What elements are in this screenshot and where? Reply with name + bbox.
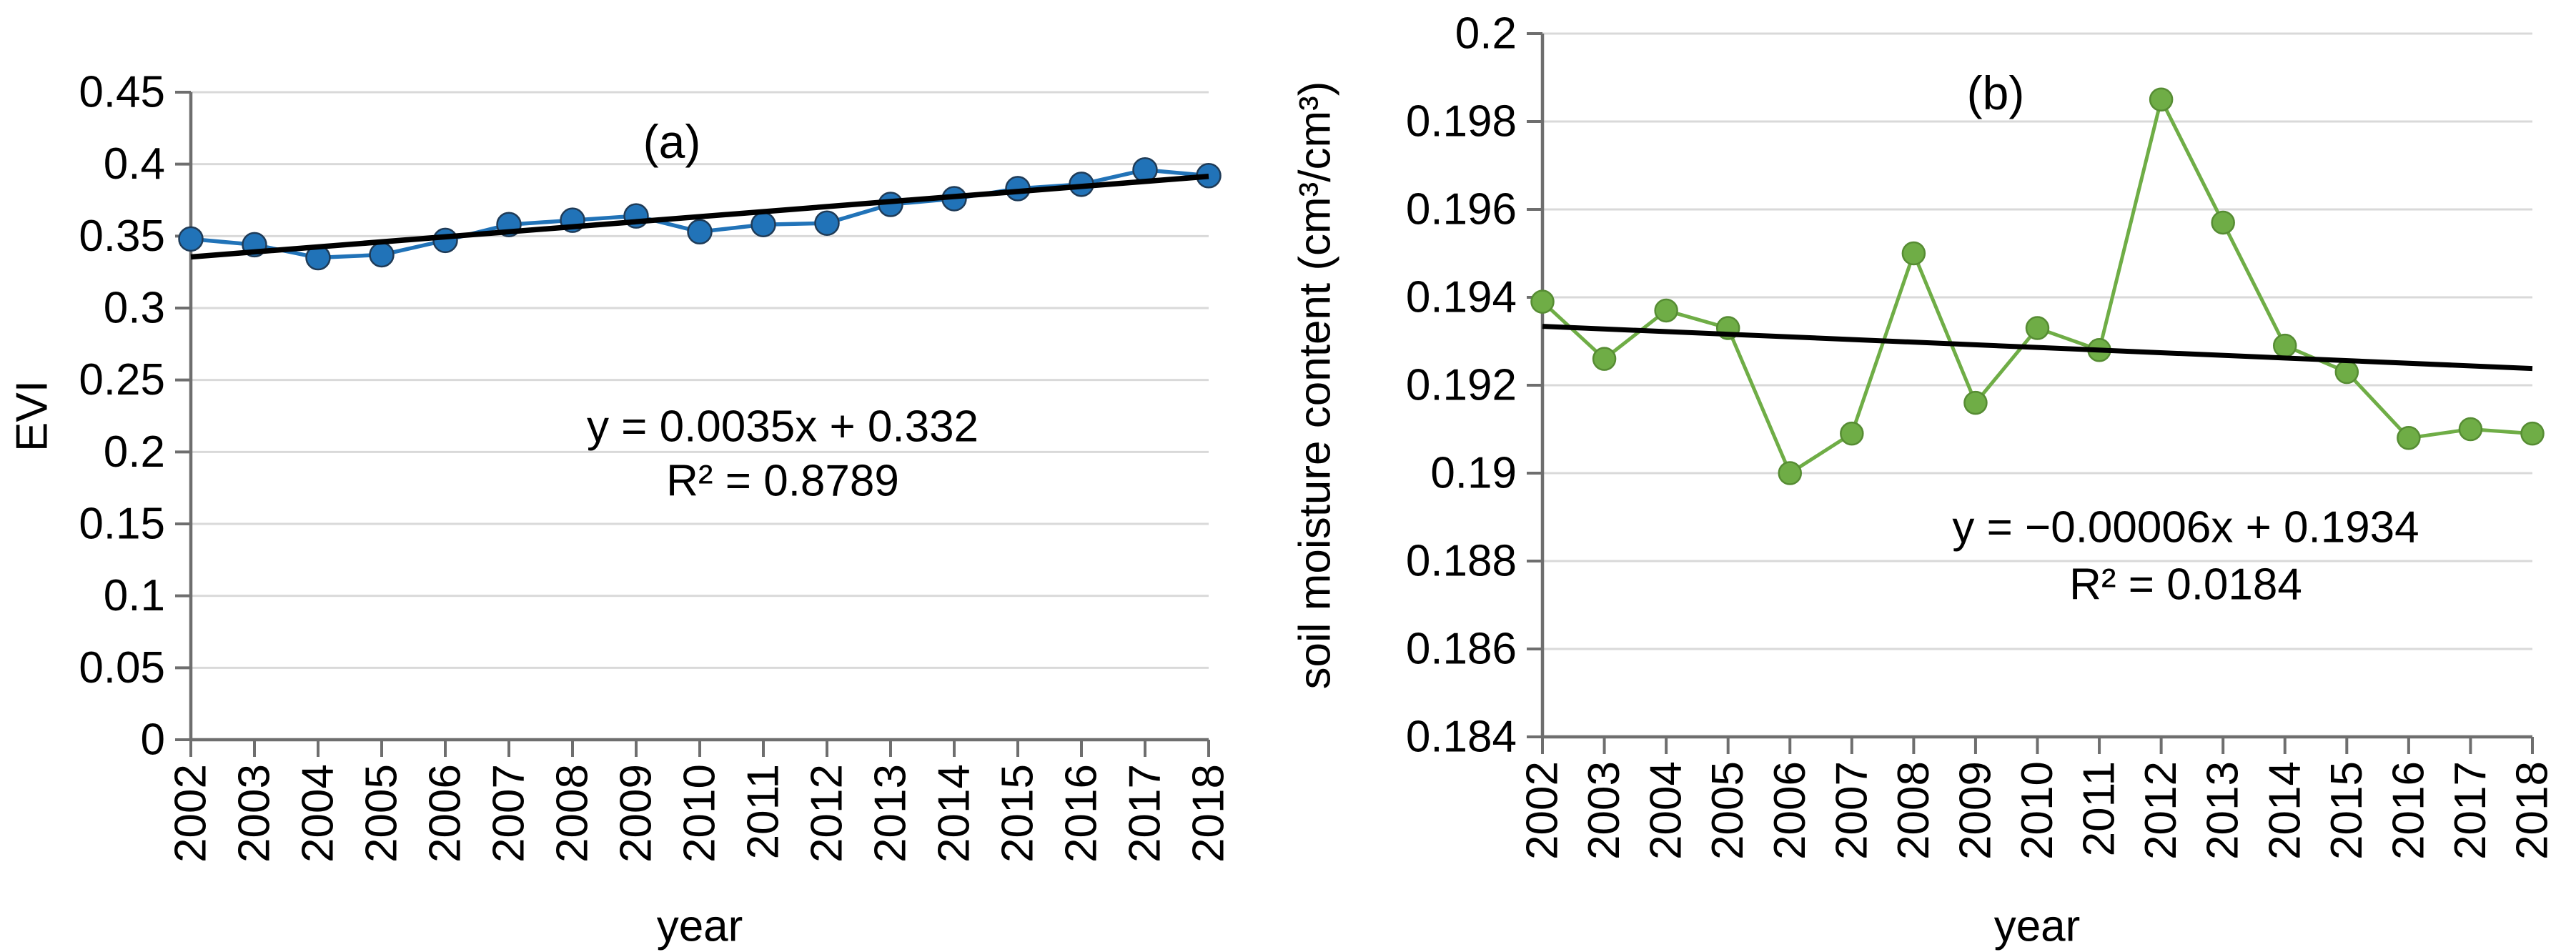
x-tick-label: 2012 <box>2136 761 2186 860</box>
x-tick-label: 2009 <box>1951 761 2000 860</box>
x-tick-label: 2011 <box>739 764 788 859</box>
x-tick-label: 2005 <box>357 764 407 863</box>
x-tick-label: 2013 <box>866 764 916 863</box>
y-axis-title: soil moisture content (cm³/cm³) <box>1291 81 1340 690</box>
data-point-marker <box>369 242 395 268</box>
y-tick-label: 0.194 <box>1406 273 1517 322</box>
y-tick-label: 0.35 <box>79 212 165 261</box>
data-point-marker <box>687 219 713 245</box>
y-tick-label: 0.3 <box>104 284 165 333</box>
x-axis-title: year <box>1994 902 2081 951</box>
y-tick-label: 0.192 <box>1406 361 1517 410</box>
trendline-equation-label: y = 0.0035x + 0.332 <box>587 402 979 452</box>
panel-b-soil-moisture-chart: 0.184 0.186 0.188 0.19 0.192 0.194 0.196 0.198 0… <box>1291 9 2557 951</box>
data-point-marker <box>2149 87 2174 111</box>
x-tick-label: 2012 <box>803 764 852 863</box>
x-tick-label: 2005 <box>1703 761 1753 860</box>
x-tick-label: 2008 <box>548 764 598 863</box>
y-tick-label: 0.198 <box>1406 97 1517 147</box>
y-tick-label: 0 <box>141 715 165 765</box>
y-tick-label: 0.196 <box>1406 185 1517 234</box>
series-line <box>1540 97 2535 475</box>
data-point-marker <box>1654 298 1678 323</box>
x-tick-label: 2007 <box>485 764 534 863</box>
trendline-equation-label: y = −0.00006x + 0.1934 <box>1952 503 2419 552</box>
x-tick-label: 2007 <box>1827 761 1876 860</box>
y-tick-label: 0.25 <box>79 355 165 405</box>
x-tick-label: 2016 <box>1057 764 1106 863</box>
y-tick-label: 0.19 <box>1430 449 1517 498</box>
r-squared-label: R² = 0.0184 <box>2069 560 2302 610</box>
x-tick-label: 2008 <box>1889 761 1938 860</box>
data-point-marker <box>2334 360 2359 385</box>
data-point-marker <box>1963 390 1988 415</box>
x-tick-label: 2002 <box>167 764 216 863</box>
x-tick-label: 2010 <box>2013 761 2062 860</box>
x-tick-label: 2010 <box>675 764 725 863</box>
data-point-marker <box>432 227 458 254</box>
x-tick-label: 2016 <box>2384 761 2433 860</box>
x-tick-label: 2017 <box>1121 764 1170 863</box>
y-tick-label: 0.45 <box>79 68 165 117</box>
data-point-marker <box>1592 347 1617 371</box>
x-tick-label: 2003 <box>1580 761 1629 860</box>
data-point-marker <box>2273 333 2297 358</box>
data-point-marker <box>2025 316 2050 340</box>
trendline <box>1542 324 2533 372</box>
data-point-marker <box>1840 421 1864 446</box>
x-tick-label: 2014 <box>2260 761 2309 860</box>
panel-label: (a) <box>643 115 701 168</box>
x-tick-label: 2017 <box>2446 761 2495 860</box>
x-axis-title: year <box>657 902 743 951</box>
x-tick-label: 2006 <box>1765 761 1815 860</box>
panel-a-evi-chart: 0 0.05 0.1 0.15 0.2 0.25 0.3 0.35 0.4 0.45 2002 200… <box>8 68 1234 951</box>
y-tick-label: 0.15 <box>79 500 165 549</box>
x-tick-label: 2018 <box>2508 761 2557 860</box>
x-tick-label: 2004 <box>294 764 343 863</box>
panel-label: (b) <box>1967 66 2025 119</box>
x-tick-label: 2002 <box>1518 761 1567 860</box>
data-point-marker <box>178 226 204 252</box>
y-tick-label: 0.4 <box>104 139 165 189</box>
x-tick-label: 2004 <box>1642 761 1691 860</box>
y-tick-label: 0.2 <box>104 427 165 477</box>
x-tick-label: 2013 <box>2199 761 2248 860</box>
x-tick-label: 2003 <box>230 764 279 863</box>
data-point-marker <box>2397 426 2421 450</box>
data-point-marker <box>814 210 840 236</box>
data-point-marker <box>1778 461 1802 485</box>
y-tick-label: 0.184 <box>1406 713 1517 762</box>
r-squared-label: R² = 0.8789 <box>666 457 899 506</box>
x-tick-label: 2011 <box>2075 761 2124 856</box>
y-tick-label: 0.05 <box>79 643 165 693</box>
y-tick-label: 0.1 <box>104 571 165 620</box>
data-point-marker <box>1530 289 1555 314</box>
y-tick-label: 0.188 <box>1406 537 1517 586</box>
x-tick-label: 2015 <box>2322 761 2372 860</box>
y-tick-label: 0.2 <box>1455 9 1517 59</box>
data-point-marker <box>750 212 776 237</box>
x-tick-label: 2014 <box>930 764 979 863</box>
y-tick-label: 0.186 <box>1406 625 1517 674</box>
x-tick-label: 2015 <box>994 764 1043 863</box>
y-axis-title: EVI <box>8 380 57 452</box>
x-tick-label: 2009 <box>612 764 661 863</box>
trendline <box>190 174 1209 260</box>
data-point-marker <box>1901 241 1926 266</box>
x-tick-label: 2018 <box>1184 764 1234 863</box>
data-point-marker <box>2520 421 2545 446</box>
x-tick-label: 2006 <box>421 764 470 863</box>
data-point-marker <box>2458 417 2483 442</box>
data-point-marker <box>2211 210 2235 235</box>
